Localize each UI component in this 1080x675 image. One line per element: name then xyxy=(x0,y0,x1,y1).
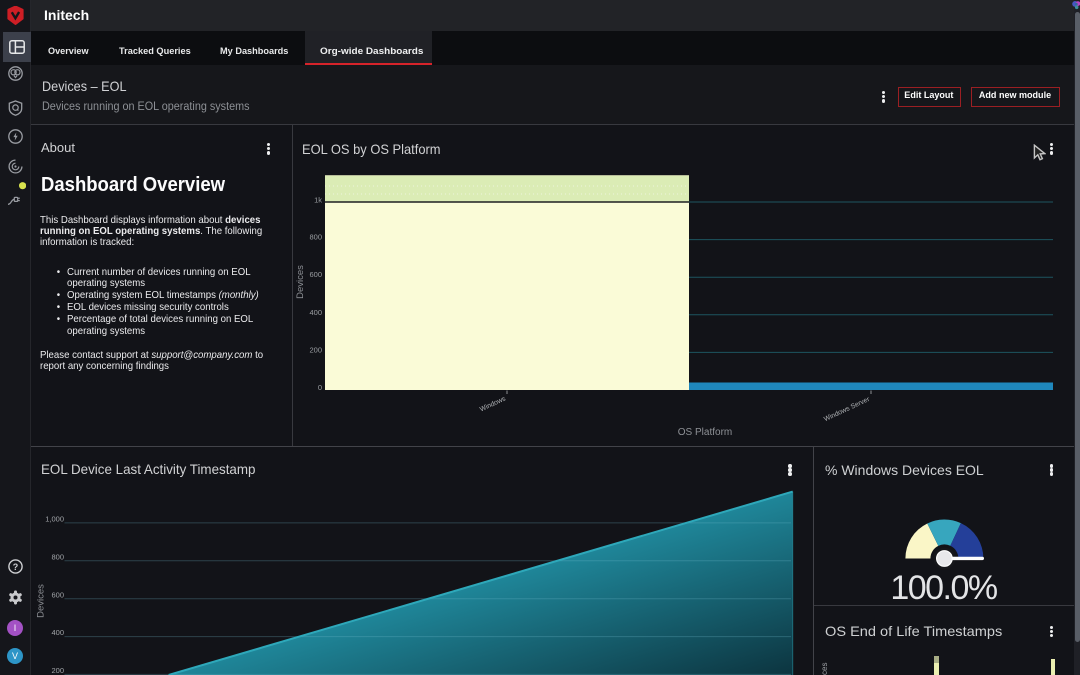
svg-text:400: 400 xyxy=(51,628,64,637)
svg-text:600: 600 xyxy=(309,270,322,279)
svg-text:Windows: Windows xyxy=(479,395,507,413)
svg-text:400: 400 xyxy=(309,308,322,317)
svg-text:1,000: 1,000 xyxy=(45,515,64,524)
svg-text:1k: 1k xyxy=(314,196,322,205)
svg-text:200: 200 xyxy=(51,666,64,675)
svg-text:?: ? xyxy=(13,562,19,572)
svg-text:0: 0 xyxy=(318,383,322,392)
svg-text:OS Platform: OS Platform xyxy=(678,427,732,438)
svg-text:Devices: Devices xyxy=(295,265,306,299)
svg-text:Devices: Devices xyxy=(36,584,47,618)
svg-text:200: 200 xyxy=(309,345,322,354)
svg-text:800: 800 xyxy=(309,233,322,242)
svg-text:800: 800 xyxy=(51,552,64,561)
svg-text:600: 600 xyxy=(51,590,64,599)
svg-text:Windows Server: Windows Server xyxy=(823,396,871,424)
